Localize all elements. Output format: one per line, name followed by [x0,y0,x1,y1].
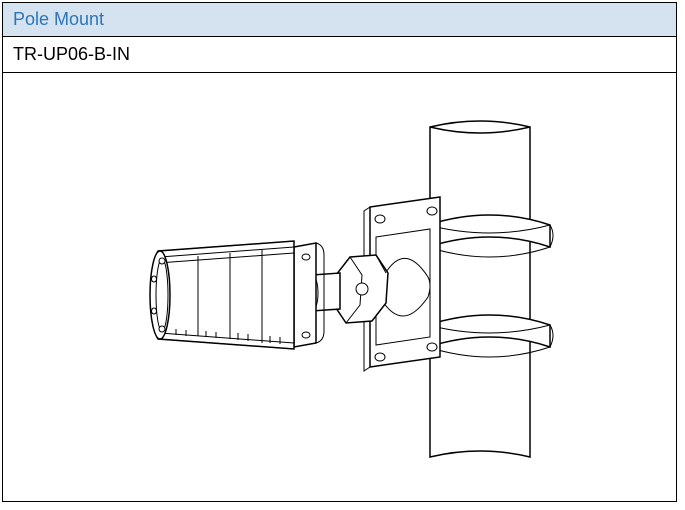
pole [430,121,530,457]
container: Pole Mount TR-UP06-B-IN [0,0,685,510]
pole-mount-diagram [80,107,600,467]
header-label: Pole Mount [13,9,104,29]
part-number: TR-UP06-B-IN [13,44,130,64]
spec-table: Pole Mount TR-UP06-B-IN [2,2,677,502]
header-cell: Pole Mount [3,3,677,37]
camera-body [150,241,294,349]
diagram-cell [3,73,677,502]
part-number-cell: TR-UP06-B-IN [3,37,677,73]
